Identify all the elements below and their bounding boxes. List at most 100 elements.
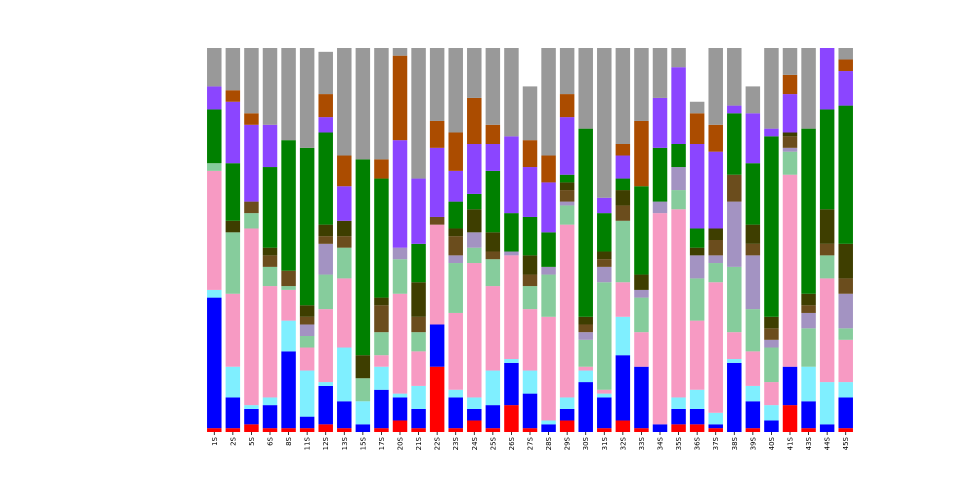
bar-segment-6S-s8 [262, 167, 278, 248]
bar-segment-34S-s3 [652, 213, 668, 425]
bar-segment-35S-s11 [671, 48, 686, 68]
bar-segment-33S-s1 [634, 366, 649, 429]
bar-segment-28S-s1 [541, 424, 556, 432]
bar-segment-2S-s7 [225, 220, 241, 233]
bar-segment-30S-s7 [578, 316, 593, 325]
bar-segment-39S-s2 [745, 385, 761, 402]
bar-segment-37S-s6 [708, 240, 723, 256]
bar-segment-36S-s4 [689, 278, 705, 321]
bar-segment-29S-s0 [559, 420, 575, 432]
bar-segment-29S-s3 [559, 224, 575, 398]
bar-segment-38S-s8 [727, 113, 742, 175]
bar-segment-2S-s11 [225, 48, 241, 91]
bar-segment-21S-s3 [411, 351, 426, 386]
bar-segment-37S-s10 [708, 124, 723, 152]
bar-segment-35S-s0 [671, 424, 686, 432]
bar-segment-24S-s5 [467, 232, 482, 248]
bar-segment-36S-s3 [689, 320, 705, 390]
bar-segment-32S-s2 [615, 316, 631, 356]
bar-segment-36S-s8 [689, 228, 705, 248]
bar-segment-44S-s3 [819, 278, 835, 383]
bar-segment-31S-s0 [597, 428, 612, 432]
bar-segment-29S-s7 [559, 182, 575, 191]
bar-segment-22S-s6 [429, 216, 445, 225]
bar-segment-25S-s6 [485, 251, 501, 260]
bar-segment-6S-s2 [262, 397, 278, 406]
bar-segment-39S-s11 [745, 86, 761, 114]
x-tick-label-27S: 27S [527, 436, 535, 450]
bar-segment-45S-s0 [838, 428, 853, 432]
bar-segment-29S-s2 [559, 397, 575, 409]
x-tick-label-40S: 40S [768, 436, 776, 450]
bar-segment-34S-s1 [652, 424, 668, 432]
bar-segment-11S-s3 [299, 347, 315, 371]
bar-segment-41S-s4 [782, 151, 798, 175]
bar-segment-37S-s2 [708, 412, 723, 425]
bar-segment-35S-s1 [671, 408, 686, 425]
bar-segment-11S-s7 [299, 305, 315, 317]
bar-segment-13S-s1 [337, 401, 352, 429]
bar-segment-12S-s9 [318, 117, 333, 133]
bar-segment-24S-s1 [467, 408, 482, 421]
bar-segment-30S-s8 [578, 128, 593, 317]
bar-segment-24S-s3 [467, 263, 482, 398]
x-tick-label-35S: 35S [675, 436, 683, 450]
x-tick-label-26S: 26S [508, 436, 516, 450]
bar-segment-22S-s10 [429, 120, 445, 148]
bar-segment-28S-s11 [541, 48, 556, 156]
bar-segment-41S-s1 [782, 366, 798, 406]
bar-segment-29S-s11 [559, 48, 575, 95]
bar-segment-31S-s5 [597, 266, 612, 283]
bar-segment-39S-s3 [745, 351, 761, 386]
bar-segment-21S-s11 [411, 48, 426, 179]
bar-segment-12S-s10 [318, 94, 333, 118]
bar-segment-35S-s8 [671, 144, 686, 168]
bar-segment-43S-s6 [801, 305, 816, 313]
bar-segment-40S-s7 [764, 316, 779, 329]
bar-segment-44S-s6 [819, 243, 835, 256]
bar-segment-15S-s4 [355, 378, 371, 402]
bar-segment-38S-s3 [727, 332, 742, 360]
bar-segment-40S-s9 [764, 128, 779, 137]
bar-segment-33S-s3 [634, 332, 649, 367]
bar-segment-36S-s0 [689, 424, 705, 432]
bar-segment-41S-s3 [782, 174, 798, 367]
bar-segment-11S-s0 [299, 428, 315, 432]
bar-segment-12S-s7 [318, 224, 333, 237]
bar-segment-27S-s10 [522, 140, 538, 168]
x-tick-label-41S: 41S [787, 436, 795, 450]
bar-segment-43S-s2 [801, 366, 816, 402]
bar-segment-25S-s2 [485, 370, 501, 406]
bar-segment-41S-s5 [782, 147, 798, 152]
bar-segment-38S-s5 [727, 201, 742, 267]
bar-segment-31S-s1 [597, 397, 612, 429]
bar-segment-41S-s10 [782, 74, 798, 95]
bar-segment-21S-s4 [411, 332, 426, 352]
bar-segment-39S-s0 [745, 428, 761, 432]
bar-segment-11S-s1 [299, 416, 315, 429]
bar-segment-26S-s0 [504, 405, 519, 432]
bar-segment-24S-s4 [467, 247, 482, 264]
bar-segment-22S-s0 [429, 366, 445, 432]
bar-segment-38S-s2 [727, 359, 742, 363]
bar-segment-29S-s9 [559, 117, 575, 175]
bar-segment-35S-s4 [671, 190, 686, 210]
bar-segment-27S-s7 [522, 255, 538, 275]
bar-segment-8S-s11 [281, 48, 296, 141]
bar-segment-38S-s4 [727, 266, 742, 333]
bar-segment-39S-s7 [745, 224, 761, 244]
bar-segment-37S-s0 [708, 428, 723, 432]
bar-segment-13S-s10 [337, 155, 352, 187]
bar-segment-45S-s2 [838, 382, 853, 398]
bar-segment-27S-s0 [522, 428, 538, 432]
bar-segment-33S-s10 [634, 120, 649, 187]
bar-segment-13S-s2 [337, 347, 352, 402]
x-tick-label-15S: 15S [359, 436, 367, 450]
bar-segment-21S-s8 [411, 243, 426, 283]
bar-segment-24S-s8 [467, 193, 482, 210]
bar-segment-40S-s2 [764, 405, 779, 421]
bar-segment-24S-s11 [467, 48, 482, 98]
bar-segment-33S-s7 [634, 274, 649, 290]
bar-segment-44S-s9 [819, 48, 835, 110]
